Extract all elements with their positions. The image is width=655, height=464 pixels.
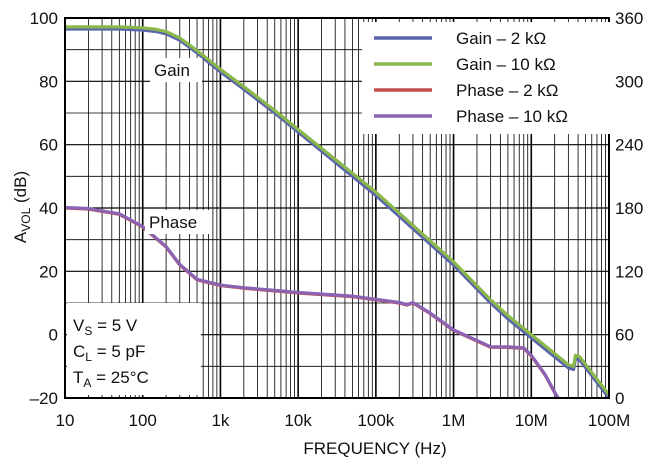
condition-rest: = 5 pF	[92, 342, 145, 361]
series-line-3	[64, 205, 560, 399]
y-tick-label: 40	[39, 199, 58, 218]
x-tick-label: 100M	[588, 411, 631, 430]
series-line-1	[65, 25, 611, 396]
x-tick-label: 10k	[284, 411, 312, 430]
y2-tick-labels: 360 300 240 180 120 60 0	[615, 9, 643, 408]
y-tick-labels: 100 80 60 40 20 0 –20	[30, 9, 58, 408]
legend-label-1: Gain – 10 kΩ	[456, 55, 556, 74]
gain-annotation: Gain	[154, 61, 190, 80]
plot-frame	[64, 17, 610, 399]
condition-main: C	[73, 342, 85, 361]
x-tick-labels: 10 100 1k 10k 100k 1M 10M 100M	[56, 411, 631, 430]
phase-annotation-bg	[145, 210, 210, 234]
y2-tick-label: 360	[615, 9, 643, 28]
condition-main: V	[73, 316, 85, 335]
conditions-bg	[67, 303, 201, 395]
y-tick-label: –20	[30, 389, 58, 408]
gain-annotation-bg	[150, 58, 202, 82]
series-layer	[64, 25, 611, 399]
condition-sub: A	[83, 376, 91, 390]
condition-rest: = 5 V	[92, 316, 138, 335]
phase-annotation: Phase	[149, 213, 197, 232]
y2-tick-label: 120	[615, 262, 643, 281]
legend-label-0: Gain – 2 kΩ	[456, 29, 546, 48]
condition-rest: = 25°C	[91, 368, 148, 387]
x-tick-label: 10	[56, 411, 75, 430]
y2-tick-label: 300	[615, 72, 643, 91]
x-tick-label: 10M	[515, 411, 548, 430]
y-tick-label: 0	[49, 326, 58, 345]
x-axis-title: FREQUENCY (Hz)	[303, 439, 446, 458]
x-tick-label: 100k	[357, 411, 394, 430]
legend-label-2: Phase – 2 kΩ	[456, 81, 559, 100]
legend: Gain – 2 kΩ Gain – 10 kΩ Phase – 2 kΩ Phase…	[362, 22, 610, 134]
y-axis-title-sub: VOL	[19, 207, 33, 231]
x-tick-label: 1M	[442, 411, 466, 430]
y-axis-title: AVOL (dB)	[11, 171, 33, 243]
y-tick-label: 60	[39, 136, 58, 155]
y-axis-title-suffix: (dB)	[11, 171, 30, 208]
condition-line-0: VS = 5 V	[73, 316, 138, 338]
y2-tick-label: 240	[615, 136, 643, 155]
y-tick-label: 100	[30, 9, 58, 28]
y2-tick-label: 60	[615, 326, 634, 345]
legend-label-3: Phase – 10 kΩ	[456, 107, 568, 126]
condition-sub: L	[85, 350, 92, 364]
condition-main: T	[73, 368, 83, 387]
y2-tick-label: 180	[615, 199, 643, 218]
series-line-0	[65, 27, 611, 399]
x-tick-label: 100	[129, 411, 157, 430]
y2-tick-label: 0	[615, 389, 624, 408]
condition-line-1: CL = 5 pF	[73, 342, 145, 364]
y-axis-title-main: A	[11, 231, 30, 243]
y-tick-label: 80	[39, 72, 58, 91]
condition-line-2: TA = 25°C	[73, 368, 149, 390]
condition-sub: S	[84, 324, 92, 338]
y-tick-label: 20	[39, 262, 58, 281]
x-tick-label: 1k	[211, 411, 229, 430]
conditions-box: VS = 5 V CL = 5 pF TA = 25°C	[67, 303, 201, 395]
